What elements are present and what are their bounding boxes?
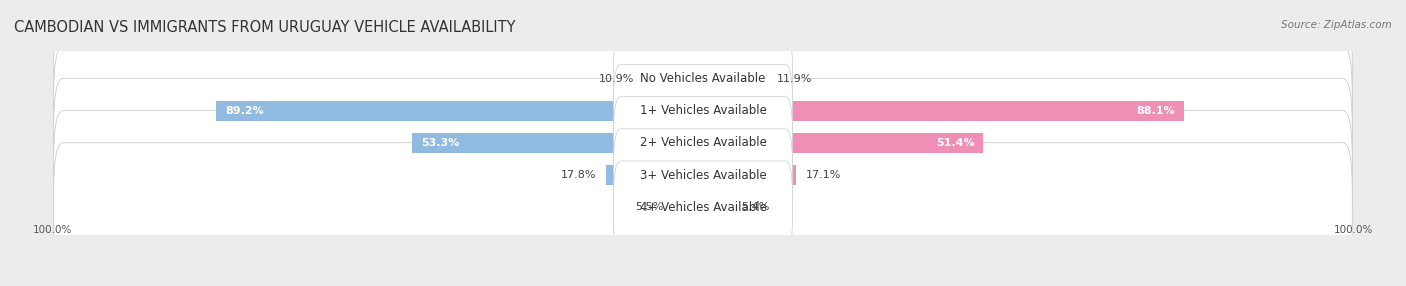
Text: 100.0%: 100.0% bbox=[32, 225, 72, 235]
Bar bbox=[703, 133, 983, 153]
FancyBboxPatch shape bbox=[53, 78, 1353, 208]
Text: 5.4%: 5.4% bbox=[741, 202, 770, 212]
Bar bbox=[703, 69, 768, 89]
FancyBboxPatch shape bbox=[613, 129, 793, 221]
Bar bbox=[703, 165, 796, 185]
FancyBboxPatch shape bbox=[613, 97, 793, 189]
Bar bbox=[412, 133, 703, 153]
Text: 10.9%: 10.9% bbox=[599, 74, 634, 84]
Text: 17.1%: 17.1% bbox=[806, 170, 841, 180]
FancyBboxPatch shape bbox=[53, 143, 1353, 272]
FancyBboxPatch shape bbox=[613, 65, 793, 157]
Text: 1+ Vehicles Available: 1+ Vehicles Available bbox=[640, 104, 766, 117]
Text: 4+ Vehicles Available: 4+ Vehicles Available bbox=[640, 201, 766, 214]
Text: 89.2%: 89.2% bbox=[225, 106, 264, 116]
Text: 53.3%: 53.3% bbox=[422, 138, 460, 148]
Text: No Vehicles Available: No Vehicles Available bbox=[640, 72, 766, 85]
FancyBboxPatch shape bbox=[53, 111, 1353, 240]
Bar bbox=[673, 197, 703, 217]
Text: 51.4%: 51.4% bbox=[936, 138, 974, 148]
FancyBboxPatch shape bbox=[53, 14, 1353, 143]
Text: 3+ Vehicles Available: 3+ Vehicles Available bbox=[640, 169, 766, 182]
Text: 100.0%: 100.0% bbox=[1334, 225, 1374, 235]
Bar bbox=[703, 101, 1184, 121]
Bar bbox=[703, 197, 733, 217]
Text: Source: ZipAtlas.com: Source: ZipAtlas.com bbox=[1281, 20, 1392, 30]
FancyBboxPatch shape bbox=[53, 46, 1353, 175]
Text: 17.8%: 17.8% bbox=[561, 170, 596, 180]
Text: 88.1%: 88.1% bbox=[1136, 106, 1174, 116]
Text: 2+ Vehicles Available: 2+ Vehicles Available bbox=[640, 136, 766, 150]
Bar bbox=[644, 69, 703, 89]
FancyBboxPatch shape bbox=[613, 161, 793, 253]
Bar bbox=[217, 101, 703, 121]
Text: 11.9%: 11.9% bbox=[778, 74, 813, 84]
FancyBboxPatch shape bbox=[613, 33, 793, 125]
Text: CAMBODIAN VS IMMIGRANTS FROM URUGUAY VEHICLE AVAILABILITY: CAMBODIAN VS IMMIGRANTS FROM URUGUAY VEH… bbox=[14, 20, 516, 35]
Text: 5.5%: 5.5% bbox=[636, 202, 664, 212]
Bar bbox=[606, 165, 703, 185]
